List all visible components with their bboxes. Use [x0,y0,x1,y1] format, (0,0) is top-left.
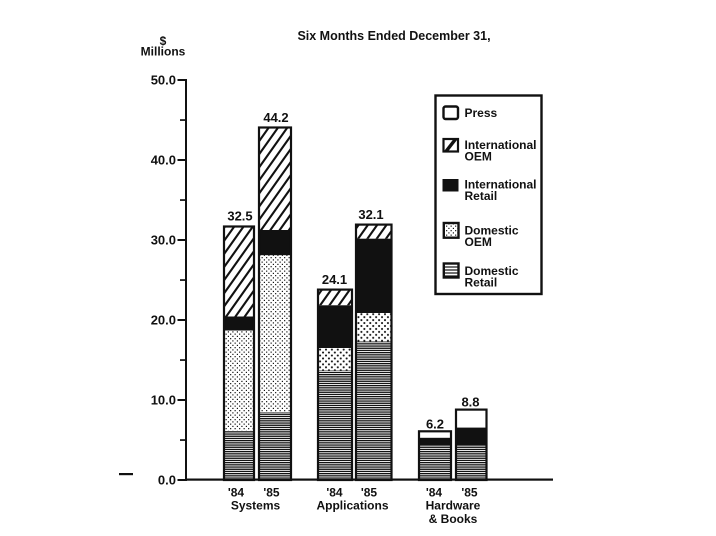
svg-text:8.8: 8.8 [461,395,479,410]
svg-text:Applications: Applications [316,499,388,513]
svg-text:Systems: Systems [231,499,281,513]
svg-text:& Books: & Books [429,512,478,526]
svg-text:Domestic: Domestic [465,264,519,278]
svg-text:'85: '85 [361,486,378,500]
svg-text:Domestic: Domestic [465,224,519,238]
svg-text:32.1: 32.1 [358,207,383,222]
svg-text:OEM: OEM [465,150,492,164]
svg-text:'84: '84 [228,486,245,500]
svg-text:0.0: 0.0 [158,473,176,488]
svg-text:Retail: Retail [465,189,498,203]
svg-text:International: International [465,138,537,152]
svg-text:40.0: 40.0 [151,153,176,168]
svg-text:50.0: 50.0 [151,73,176,88]
svg-text:OEM: OEM [465,235,492,249]
svg-text:Retail: Retail [465,276,498,290]
svg-text:20.0: 20.0 [151,313,176,328]
svg-text:International: International [465,177,537,191]
svg-text:30.0: 30.0 [151,233,176,248]
svg-text:Six Months Ended December 31,: Six Months Ended December 31, [297,29,490,43]
svg-text:10.0: 10.0 [151,393,176,408]
svg-text:'84: '84 [326,486,343,500]
svg-text:'84: '84 [426,486,443,500]
svg-text:24.1: 24.1 [322,272,347,287]
svg-text:'85: '85 [461,486,478,500]
svg-text:'85: '85 [263,486,280,500]
svg-text:32.5: 32.5 [227,209,252,224]
svg-text:Press: Press [465,106,498,120]
svg-text:6.2: 6.2 [426,417,444,432]
svg-text:Hardware: Hardware [426,499,481,513]
svg-text:44.2: 44.2 [263,110,288,125]
svg-text:$: $ [160,34,167,48]
svg-text:Millions: Millions [141,45,186,59]
